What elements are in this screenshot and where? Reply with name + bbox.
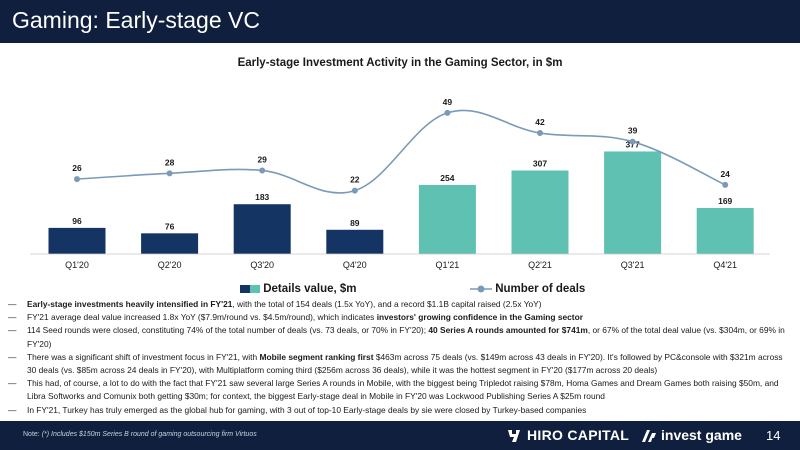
deals-value-label: 26 [72,163,82,173]
bullet-item: — This had, of course, a lot to do with t… [8,377,790,403]
footnote-label: Note: [23,431,40,438]
bullet-dash: — [8,404,17,415]
hiro-capital-icon [508,430,520,443]
bullet-bold-text: Early-stage investments heavily intensif… [27,299,233,309]
bullet-item: — There was a significant shift of invest… [8,351,790,377]
bullet-bold-text: investors' growing confidence in the Gam… [376,312,583,323]
deals-line [76,109,726,194]
chart-title: Early-stage Investment Activity in the G… [237,57,563,69]
footer-bar: Note: (*) Includes $150m Series B round … [0,421,800,450]
deals-value-label: 28 [165,157,175,167]
bar-value-label: 96 [72,216,82,226]
deals-point [537,130,543,137]
bar-Q2'21 [511,170,569,254]
deals-point [166,170,173,177]
deals-point [74,176,80,183]
legend-bars-label: Details value, $m [263,283,357,295]
bullet-dash: — [8,378,17,389]
bar-Q2'20 [141,233,199,254]
bar-value-label: 169 [718,196,732,206]
bullet-dash: — [8,299,17,309]
x-tick-label: Q3'21 [621,260,645,270]
bar-Q1'20 [48,227,106,254]
bar-value-label: 183 [255,192,269,202]
hiro-capital-logo: HIRO CAPITAL [507,427,629,443]
deals-point [629,138,636,145]
bullet-item: — FY'21 average deal value increased 1.8x… [8,311,790,324]
bullet-text: There was a significant shift of investm… [27,351,260,362]
deals-point [259,167,266,174]
deals-value-label: 24 [720,169,730,179]
x-tick-label: Q1'21 [436,260,460,270]
deals-value-label: 42 [535,117,545,127]
bullet-text: , with the total of 154 deals (1.5x YoY)… [232,299,542,309]
bullet-dash: — [8,312,17,323]
invest-game-label: invest game [661,427,742,443]
bar-Q1'21 [418,184,476,254]
deals-value-label: 49 [443,97,453,107]
bullet-item: — Early-stage investments heavily intensi… [8,298,790,311]
deals-value-label: 22 [350,175,360,185]
bar-Q3'21 [604,151,662,254]
bullet-text: This had, of course, a lot to do with th… [27,378,779,402]
bar-Q4'21 [696,208,754,254]
hiro-capital-label: HIRO CAPITAL [527,427,630,443]
x-tick-label: Q2'20 [158,260,182,270]
bullet-bold-text: Mobile segment ranking first [259,351,374,362]
bullet-dash: — [8,351,17,362]
footnote: Note: (*) Includes $150m Series B round … [23,431,257,438]
page-title: Gaming: Early-stage VC [12,7,260,33]
bullet-text: 114 Seed rounds were closed, constitutin… [27,325,429,336]
legend-line: Number of deals [470,283,585,295]
bar-value-label: 254 [440,173,454,183]
invest-game-icon [642,430,656,443]
deals-point [444,109,451,116]
footnote-text: (*) Includes $150m Series B round of gam… [41,431,257,438]
legend-bars-swatch [240,284,260,293]
bar-Q3'20 [233,204,291,254]
deals-point [722,181,729,188]
bullet-text: In FY'21, Turkey has truly emerged as th… [27,404,587,415]
x-tick-label: Q4'20 [343,260,367,270]
bar-value-label: 76 [165,221,175,231]
header-bar: Gaming: Early-stage VC [0,0,800,43]
x-tick-label: Q3'20 [250,260,274,270]
x-tick-label: Q1'20 [65,260,89,270]
bullet-item: — 114 Seed rounds were closed, constituti… [8,324,790,350]
page-number: 14 [766,428,781,443]
bullet-bold-text: 40 Series A rounds amounted for $741m [428,325,588,336]
x-tick-label: Q2'21 [528,260,552,270]
bar-value-label: 307 [533,158,547,168]
legend-line-label: Number of deals [495,283,586,295]
x-tick-label: Q4'21 [713,260,737,270]
bullet-item: — In FY'21, Turkey has truly emerged as t… [8,404,790,417]
deals-point [351,187,358,194]
legend-bars: Details value, $m [240,283,357,295]
bullet-list: — Early-stage investments heavily intensi… [8,298,790,417]
invest-game-logo: invest game [641,427,742,443]
chart-area: 96 Q1'20 76 Q2'20 183 Q3'20 89 Q4'20 254 Q1'21 307… [30,97,770,270]
deals-value-label: 29 [257,154,267,164]
legend-line-swatch [470,285,492,293]
bullet-dash: — [8,325,17,336]
bullet-text: $463m across 75 deals (vs. $149m across … [27,351,783,376]
bullet-text: FY'21 average deal value increased 1.8x … [27,312,377,323]
bar-Q4'20 [326,229,384,254]
bullet-text: , or 67% of the total deal value (vs. $3… [27,325,785,349]
bar-value-label: 89 [350,218,360,228]
deals-value-label: 39 [628,126,638,136]
